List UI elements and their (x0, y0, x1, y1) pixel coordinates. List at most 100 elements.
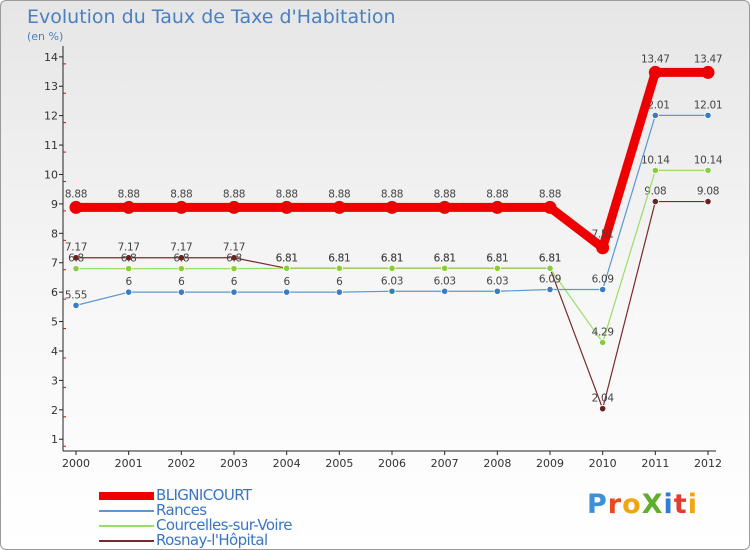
data-label-courcelles-sur-voire: 4.29 (592, 326, 614, 338)
x-tick-label: 2002 (167, 457, 195, 470)
legend-swatch-blignicourt (99, 492, 154, 500)
data-point-blignicourt (596, 241, 610, 255)
data-point-rances (125, 288, 133, 296)
data-point-rances (230, 288, 238, 296)
legend-swatch-rosnay (99, 540, 154, 542)
data-label-courcelles-sur-voire: 6.8 (121, 253, 137, 265)
y-tick-label: 14 (44, 51, 58, 64)
logo-letter: r (607, 489, 623, 520)
data-label-rances: 6.03 (434, 275, 456, 287)
data-label-blignicourt: 8.88 (65, 188, 87, 200)
data-point-courcelles-sur-voire (230, 265, 238, 273)
data-point-rances (546, 285, 554, 294)
y-tick-label: 11 (44, 139, 58, 152)
data-label-courcelles-sur-voire: 6.8 (226, 253, 242, 265)
proxiti-logo: ProXiti (587, 489, 698, 520)
data-point-rances (177, 288, 185, 296)
data-point-blignicourt (701, 65, 715, 79)
data-label-rances: 5.55 (65, 289, 87, 301)
x-tick-label: 2007 (431, 457, 459, 470)
y-tick-label: 7 (51, 257, 58, 270)
data-point-courcelles-sur-voire (493, 264, 501, 272)
x-tick-label: 2006 (378, 457, 406, 470)
data-label-rosnay-l-h-pital: 7.17 (65, 242, 87, 254)
chart-title: Evolution du Taux de Taxe d'Habitation (27, 6, 396, 28)
y-tick-label: 3 (51, 374, 58, 387)
y-tick-label: 12 (44, 110, 58, 123)
data-point-courcelles-sur-voire (388, 264, 396, 272)
data-point-courcelles-sur-voire (177, 265, 185, 273)
data-label-rosnay-l-h-pital: 6.81 (276, 252, 298, 264)
legend-label-courcelles: Courcelles-sur-Voire (156, 516, 292, 534)
data-label-rosnay-l-h-pital: 7.17 (170, 242, 192, 254)
data-label-blignicourt: 13.47 (694, 53, 723, 65)
logo-letter: i (687, 489, 698, 520)
data-label-courcelles-sur-voire: 6.81 (539, 252, 561, 264)
data-label-blignicourt: 8.88 (170, 188, 192, 200)
data-point-rosnay-l-h-pital (704, 197, 712, 206)
y-tick-label: 10 (44, 168, 58, 181)
data-point-blignicourt (122, 200, 136, 214)
data-label-rosnay-l-h-pital: 7.17 (118, 242, 140, 254)
data-label-rosnay-l-h-pital: 9.08 (697, 186, 719, 198)
x-tick-label: 2009 (536, 457, 564, 470)
data-label-rances: 6 (231, 276, 238, 288)
data-label-rosnay-l-h-pital: 6.81 (539, 252, 561, 264)
data-point-blignicourt (174, 200, 188, 214)
data-point-blignicourt (69, 200, 83, 214)
data-label-rosnay-l-h-pital: 6.81 (486, 252, 508, 264)
y-tick-label: 9 (51, 198, 58, 211)
data-label-courcelles-sur-voire: 6.81 (276, 252, 298, 264)
x-tick-label: 2011 (641, 457, 669, 470)
data-point-courcelles-sur-voire (72, 265, 80, 273)
x-tick-label: 2004 (273, 457, 301, 470)
data-point-rosnay-l-h-pital (230, 254, 238, 262)
data-label-blignicourt: 8.88 (328, 188, 350, 200)
x-tick-label: 2003 (220, 457, 248, 470)
chart-subtitle: (en %) (27, 30, 64, 43)
x-tick-label: 2005 (325, 457, 353, 470)
legend-swatch-courcelles (99, 525, 154, 527)
data-point-courcelles-sur-voire (125, 265, 133, 273)
data-point-blignicourt (332, 200, 346, 214)
data-point-blignicourt (490, 200, 504, 214)
legend-swatch-rances (99, 510, 154, 512)
data-point-courcelles-sur-voire (704, 166, 712, 174)
logo-letter: o (622, 489, 642, 520)
y-tick-label: 8 (51, 227, 58, 240)
y-tick-label: 5 (51, 316, 58, 329)
data-point-courcelles-sur-voire (283, 264, 291, 272)
data-label-courcelles-sur-voire: 6.81 (328, 252, 350, 264)
data-point-rances (441, 287, 449, 295)
data-label-rances: 6 (283, 276, 290, 288)
data-label-courcelles-sur-voire: 10.14 (694, 154, 723, 166)
x-tick-label: 2000 (62, 457, 90, 470)
data-label-blignicourt: 8.88 (486, 188, 508, 200)
data-point-rosnay-l-h-pital (177, 254, 185, 262)
y-tick-label: 4 (51, 345, 58, 358)
data-label-rances: 12.01 (694, 99, 723, 111)
data-label-rosnay-l-h-pital: 6.81 (381, 252, 403, 264)
data-label-blignicourt: 8.88 (223, 188, 245, 200)
y-tick-label: 1 (51, 433, 58, 446)
data-point-rances (704, 111, 712, 119)
data-point-rosnay-l-h-pital (599, 405, 607, 413)
data-label-blignicourt: 8.88 (539, 188, 561, 200)
data-label-courcelles-sur-voire: 6.81 (434, 252, 456, 264)
data-point-rances (388, 287, 396, 295)
data-point-courcelles-sur-voire (651, 166, 659, 174)
data-point-rances (335, 288, 343, 296)
logo-letter: i (663, 489, 674, 520)
legend-label-blignicourt: BLIGNICOURT (156, 486, 252, 504)
data-label-courcelles-sur-voire: 6.8 (68, 253, 84, 265)
data-point-rosnay-l-h-pital (651, 197, 659, 206)
data-label-rances: 6 (178, 276, 185, 288)
data-point-blignicourt (438, 200, 452, 214)
data-point-blignicourt (385, 200, 399, 214)
data-label-rances: 6 (336, 276, 343, 288)
x-tick-label: 2012 (694, 457, 722, 470)
data-point-rances (651, 111, 659, 119)
data-point-courcelles-sur-voire (441, 264, 449, 272)
x-tick-label: 2010 (589, 457, 617, 470)
